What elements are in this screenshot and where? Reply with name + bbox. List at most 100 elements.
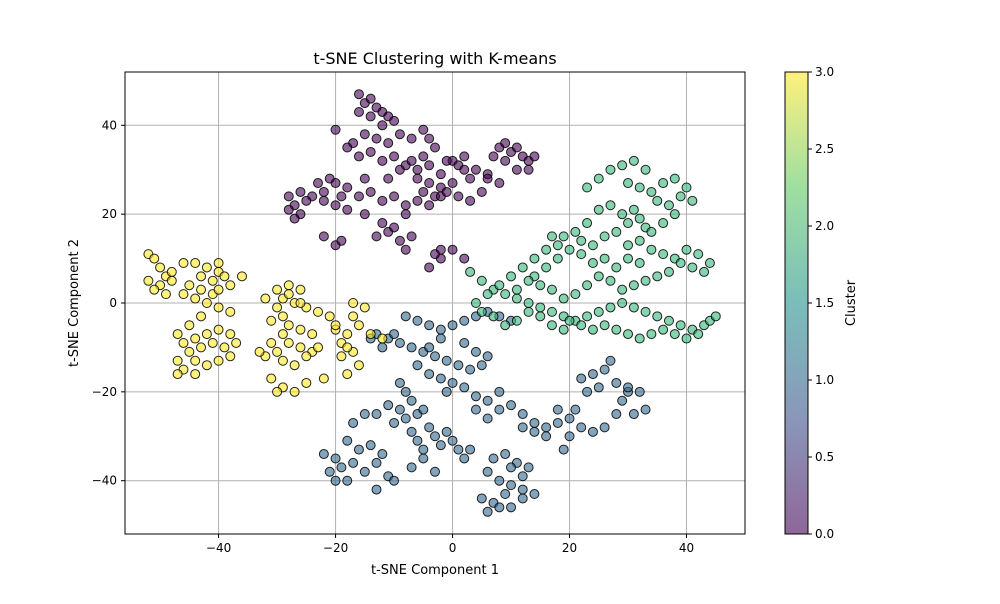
scatter-point-cluster-3 [213,258,224,269]
scatter-point-cluster-3 [231,337,242,348]
scatter-point-cluster-3 [283,337,294,348]
scatter-point-cluster-0 [511,164,522,175]
scatter-point-cluster-2 [623,240,634,251]
scatter-point-cluster-2 [628,280,639,291]
scatter-point-cluster-2 [558,324,569,335]
scatter-point-cluster-1 [459,382,470,393]
scatter-point-cluster-2 [658,178,669,189]
scatter-point-cluster-2 [640,306,651,317]
scatter-point-cluster-1 [330,453,341,464]
scatter-point-cluster-2 [564,244,575,255]
scatter-point-cluster-0 [371,133,382,144]
scatter-point-cluster-2 [652,271,663,282]
scatter-point-cluster-1 [371,409,382,420]
scatter-point-cluster-2 [687,195,698,206]
scatter-point-cluster-2 [546,231,557,242]
scatter-point-cluster-2 [617,284,628,295]
scatter-point-cluster-2 [628,204,639,215]
scatter-point-cluster-0 [377,195,388,206]
scatter-point-cluster-3 [289,360,300,371]
scatter-point-cluster-3 [149,253,160,264]
scatter-point-cluster-2 [675,191,686,202]
colorbar-tick-label: 1.5 [815,296,834,310]
scatter-point-cluster-1 [494,386,505,397]
x-tick-label: 0 [449,541,457,555]
scatter-point-cluster-0 [324,173,335,184]
scatter-point-cluster-0 [465,173,476,184]
scatter-point-cluster-2 [570,289,581,300]
scatter-point-cluster-1 [348,417,359,428]
scatter-point-cluster-0 [441,155,452,166]
scatter-point-cluster-0 [389,115,400,126]
scatter-point-cluster-1 [465,444,476,455]
scatter-point-cluster-2 [535,302,546,313]
scatter-point-cluster-3 [172,355,183,366]
scatter-point-cluster-2 [511,315,522,326]
scatter-point-cluster-2 [488,311,499,322]
scatter-point-cluster-1 [424,320,435,331]
scatter-point-cluster-0 [377,218,388,229]
scatter-point-cluster-1 [529,426,540,437]
scatter-point-cluster-2 [546,306,557,317]
scatter-point-cluster-0 [359,209,370,220]
scatter-point-cluster-1 [459,337,470,348]
scatter-point-cluster-0 [500,155,511,166]
scatter-point-cluster-0 [400,200,411,211]
scatter-point-cluster-0 [406,231,417,242]
scatter-point-cluster-2 [663,266,674,277]
scatter-point-cluster-2 [658,218,669,229]
scatter-point-cluster-1 [506,400,517,411]
scatter-point-cluster-1 [430,351,440,362]
scatter-point-cluster-0 [465,195,476,206]
scatter-point-cluster-0 [365,146,376,157]
scatter-point-cluster-1 [447,435,458,446]
scatter-point-cluster-1 [435,324,446,335]
scatter-point-cluster-0 [394,235,405,246]
scatter-point-cluster-0 [283,204,294,215]
scatter-point-cluster-1 [570,404,581,415]
scatter-point-cluster-1 [324,466,335,477]
scatter-point-cluster-1 [441,355,452,366]
scatter-point-cluster-2 [552,253,563,264]
scatter-point-cluster-2 [500,320,511,331]
scatter-point-cluster-2 [658,324,669,335]
scatter-point-cluster-3 [219,342,230,353]
scatter-point-cluster-0 [470,164,481,175]
scatter-point-cluster-2 [693,329,704,340]
scatter-point-cluster-0 [418,151,429,162]
scatter-point-cluster-1 [359,409,370,420]
scatter-point-cluster-2 [523,275,534,286]
scatter-point-cluster-0 [500,138,511,149]
scatter-point-cluster-2 [646,226,657,237]
scatter-point-cluster-3 [166,266,177,277]
scatter-point-cluster-0 [353,106,364,117]
scatter-point-cluster-2 [500,289,511,300]
scatter-point-cluster-3 [201,262,212,273]
colorbar-tick-label: 3.0 [815,65,834,79]
scatter-point-cluster-1 [552,404,563,415]
scatter-point-cluster-3 [295,284,306,295]
scatter-point-cluster-0 [435,169,446,180]
scatter-point-cluster-1 [453,360,464,371]
scatter-point-cluster-1 [482,351,493,362]
scatter-point-cluster-2 [623,178,634,189]
scatter-point-cluster-1 [593,382,604,393]
y-tick-label: 20 [102,207,117,221]
scatter-point-cluster-2 [623,253,634,264]
scatter-point-cluster-3 [201,329,212,340]
scatter-point-cluster-2 [605,164,616,175]
scatter-point-cluster-3 [272,346,283,357]
scatter-point-cluster-3 [272,302,283,313]
scatter-point-cluster-1 [418,453,429,464]
scatter-point-cluster-2 [640,275,651,286]
scatter-point-cluster-3 [196,271,207,282]
scatter-point-cluster-3 [178,289,189,300]
scatter-point-cluster-2 [523,306,534,317]
scatter-point-cluster-2 [593,204,604,215]
scatter-point-cluster-0 [394,164,405,175]
scatter-point-cluster-3 [201,360,212,371]
scatter-point-cluster-2 [681,182,692,193]
scatter-point-cluster-1 [476,493,487,504]
scatter-point-cluster-1 [459,315,470,326]
